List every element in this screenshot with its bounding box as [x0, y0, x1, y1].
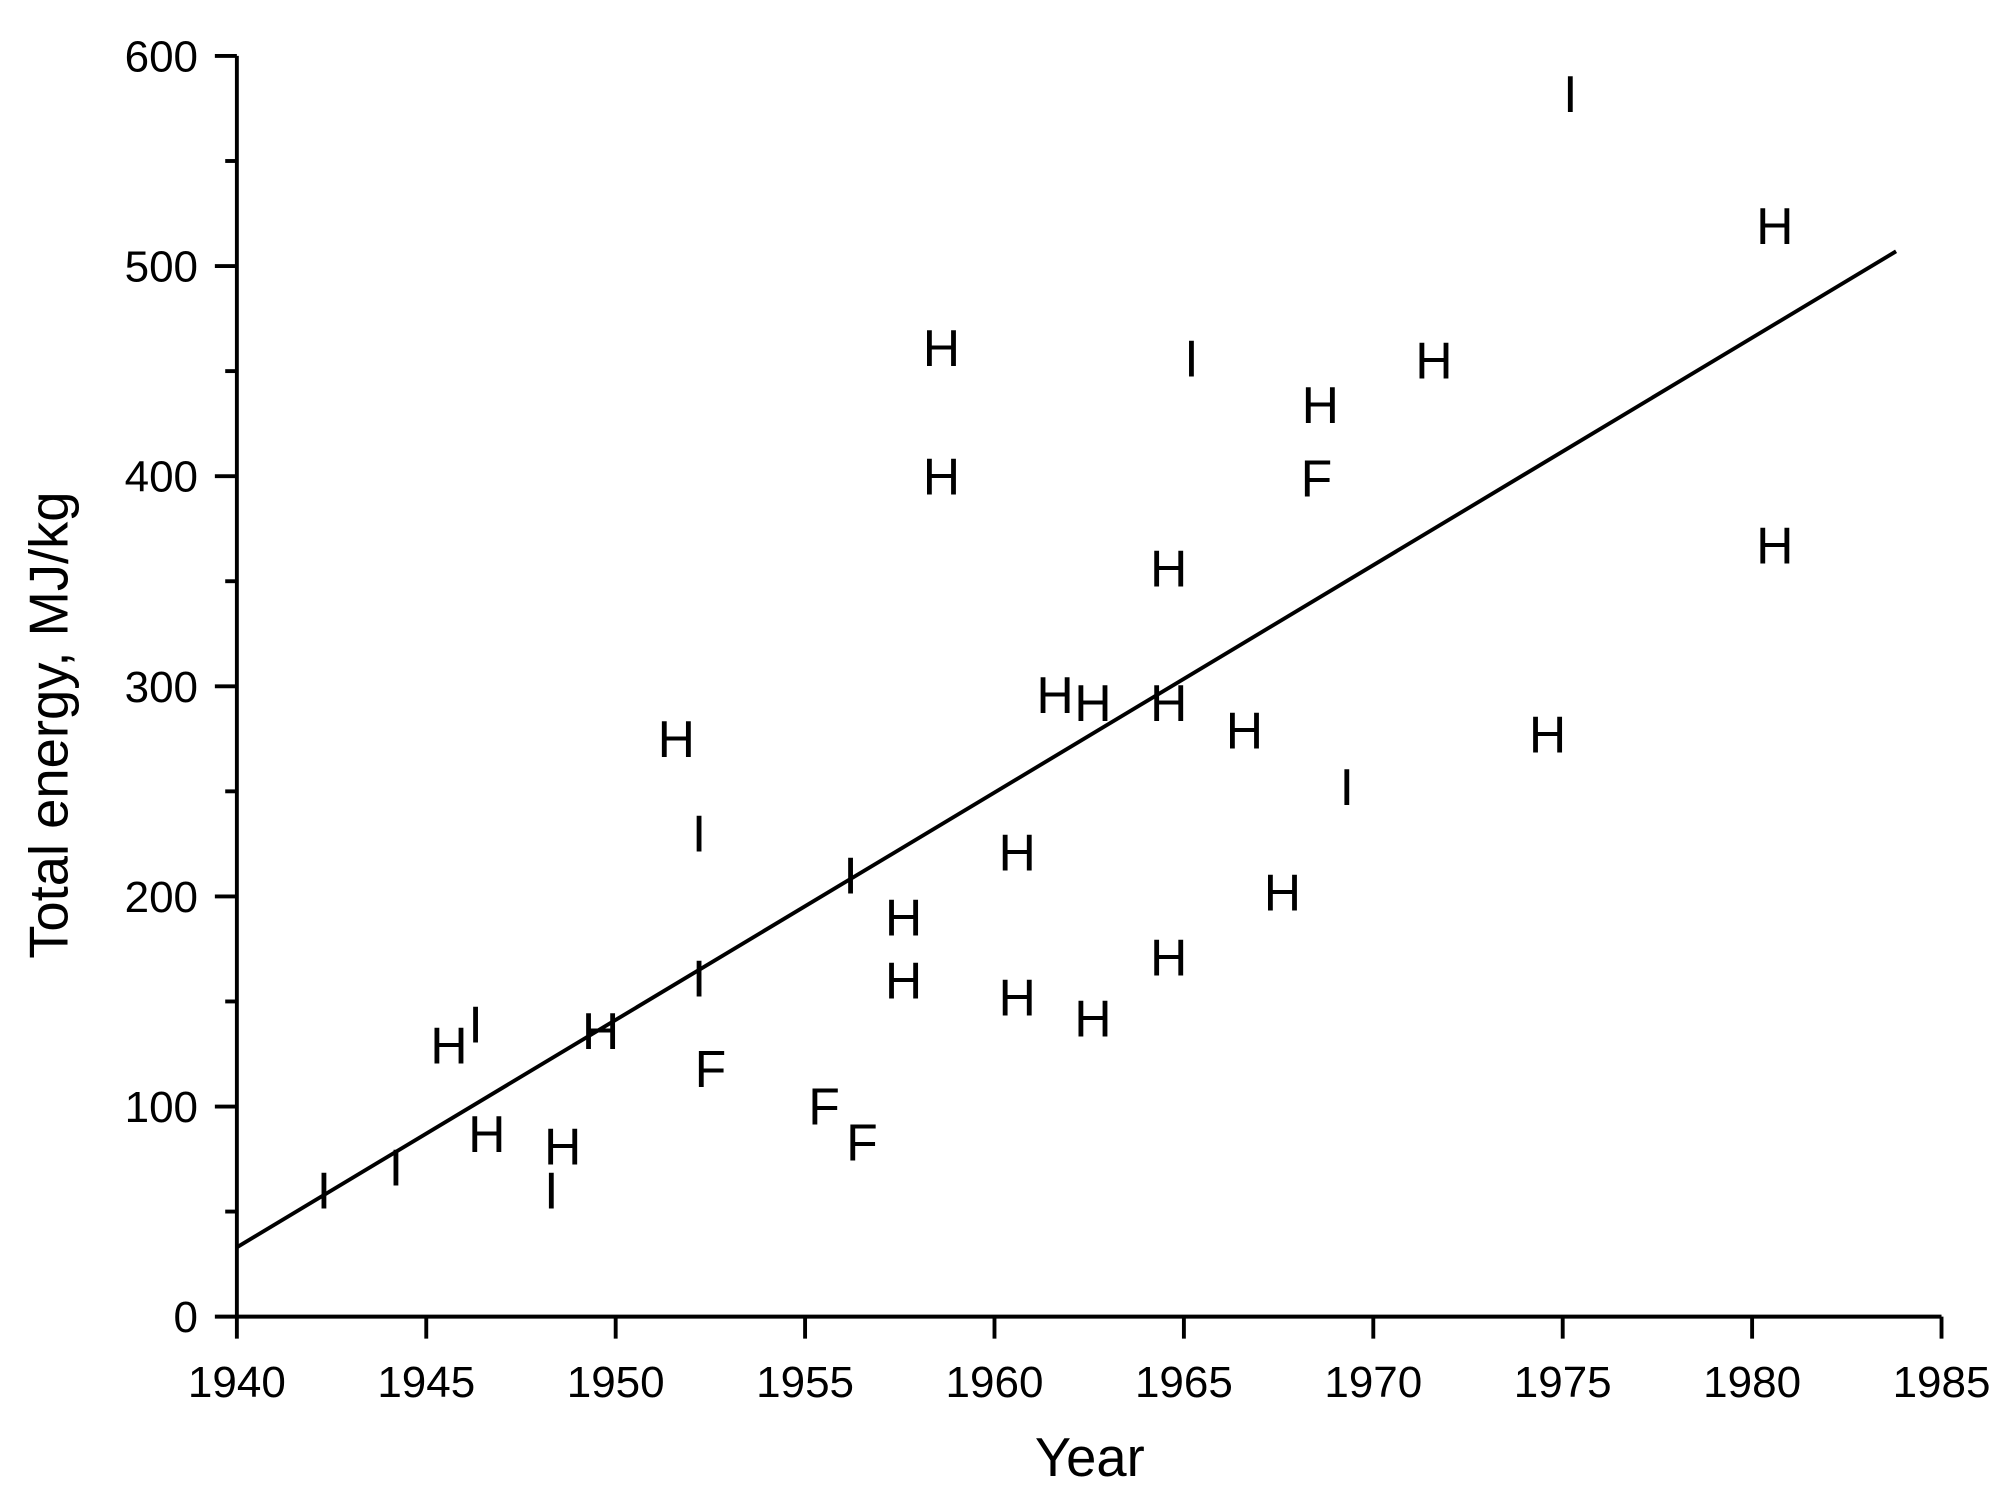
point-marker: H: [885, 889, 922, 947]
x-tick-label: 1985: [1893, 1358, 1991, 1407]
x-tick-label: 1960: [946, 1358, 1044, 1407]
x-tick-label: 1940: [188, 1358, 286, 1407]
point-marker: H: [1264, 863, 1301, 921]
point-marker: I: [692, 804, 706, 862]
point-marker: F: [808, 1078, 840, 1136]
y-tick-label: 400: [125, 453, 198, 502]
y-axis-title: Total energy, MJ/kg: [18, 491, 79, 958]
y-tick-label: 200: [125, 873, 198, 922]
point-marker: H: [544, 1118, 581, 1176]
y-tick-label: 0: [174, 1293, 198, 1342]
point-marker: I: [1340, 758, 1354, 816]
y-tick-label: 100: [125, 1083, 198, 1132]
point-marker: F: [1301, 449, 1333, 507]
point-marker: H: [430, 1017, 467, 1075]
point-marker: I: [468, 996, 482, 1054]
point-marker: H: [885, 952, 922, 1010]
point-marker: I: [843, 847, 857, 905]
point-marker: H: [1529, 706, 1566, 764]
x-tick-label: 1965: [1135, 1358, 1233, 1407]
x-tick-label: 1980: [1703, 1358, 1801, 1407]
point-marker: F: [695, 1040, 727, 1098]
x-tick-label: 1970: [1324, 1358, 1422, 1407]
point-marker: H: [1036, 666, 1073, 724]
x-tick-label: 1950: [567, 1358, 665, 1407]
point-marker: H: [1226, 702, 1263, 760]
point-marker: H: [1302, 376, 1339, 434]
point-marker: H: [1150, 674, 1187, 732]
point-marker: H: [1074, 989, 1111, 1047]
y-tick-label: 300: [125, 663, 198, 712]
trend-line: [235, 249, 1898, 1249]
point-marker: F: [846, 1113, 878, 1171]
y-tick-label: 500: [125, 243, 198, 292]
point-marker: H: [1756, 517, 1793, 575]
point-marker: H: [999, 968, 1036, 1026]
x-tick-label: 1945: [377, 1358, 475, 1407]
x-tick-label: 1955: [756, 1358, 854, 1407]
point-marker: I: [692, 949, 706, 1007]
point-marker: I: [1184, 330, 1198, 388]
point-marker: H: [658, 710, 695, 768]
point-marker: H: [923, 319, 960, 377]
x-tick-label: 1975: [1514, 1358, 1612, 1407]
point-marker: I: [317, 1162, 331, 1220]
point-marker: H: [1074, 674, 1111, 732]
point-marker: H: [1415, 332, 1452, 390]
point-marker: H: [1150, 928, 1187, 986]
point-marker: H: [1150, 540, 1187, 598]
point-marker: H: [923, 447, 960, 505]
point-marker: H: [999, 823, 1036, 881]
point-marker: I: [1563, 65, 1577, 123]
x-axis-title: Year: [1035, 1427, 1145, 1488]
point-marker: H: [1756, 197, 1793, 255]
point-marker: H: [468, 1105, 505, 1163]
point-marker: I: [544, 1162, 558, 1220]
y-tick-label: 600: [125, 32, 198, 81]
